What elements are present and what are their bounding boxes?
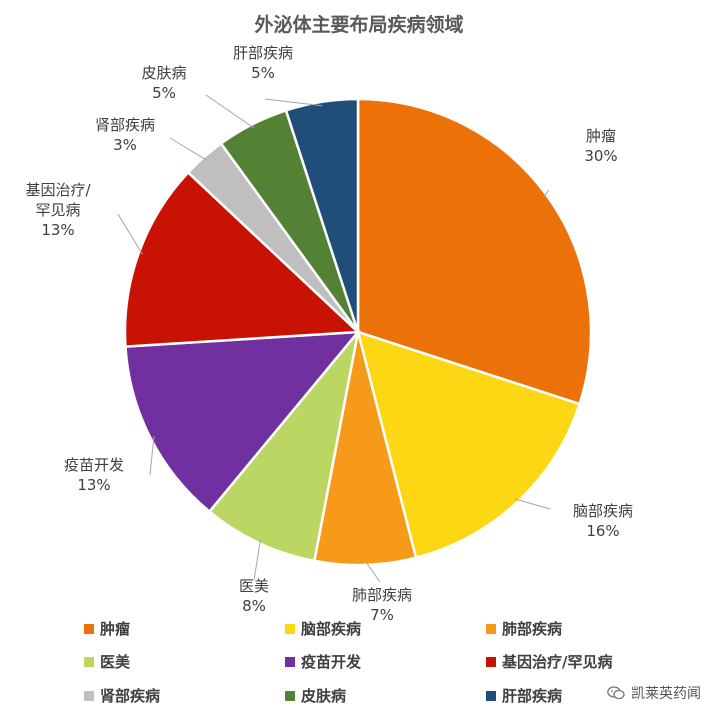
pie-slice (356, 97, 593, 406)
data-label-value: 5% (152, 84, 176, 102)
legend-swatch (285, 657, 295, 667)
legend-swatch (84, 691, 94, 701)
data-label-value: 8% (242, 597, 266, 615)
wechat-icon (607, 686, 625, 700)
legend-swatch (285, 624, 295, 634)
data-label-category: 基因治疗/ (25, 181, 91, 199)
leader-line (149, 435, 155, 476)
pie-slice (284, 97, 360, 333)
legend-label: 肾部疾病 (100, 687, 160, 705)
pie-slice (356, 330, 582, 560)
leader-line (169, 137, 207, 161)
legend-label: 肝部疾病 (502, 687, 562, 705)
data-label-category: 疫苗开发 (64, 456, 124, 474)
data-label-value: 13% (77, 476, 110, 494)
data-label-category: 肾部疾病 (95, 116, 155, 134)
legend-swatch (285, 691, 295, 701)
data-label-category: 肿瘤 (586, 127, 616, 145)
data-label-category: 肝部疾病 (233, 44, 293, 62)
data-label-category: 脑部疾病 (573, 502, 633, 520)
legend-label: 皮肤病 (301, 687, 346, 705)
pie-slice (207, 331, 360, 563)
leader-line (364, 560, 381, 583)
legend-label: 肺部疾病 (502, 620, 562, 638)
data-labels: 肿瘤 30% 脑部疾病 16% 肺部疾病 7% 医美 8% 疫苗开发 13% 基因治疗/罕见病 13%… (25, 44, 633, 624)
legend-label: 脑部疾病 (301, 620, 361, 638)
watermark-text: 凯莱英药闻 (631, 686, 701, 702)
data-label-value: 3% (113, 136, 137, 154)
pie-slice (123, 170, 361, 348)
leader-line (117, 213, 143, 255)
pie-slices (123, 97, 593, 567)
data-label-value: 7% (370, 606, 394, 624)
legend-swatch (84, 624, 94, 634)
leader-line (205, 94, 255, 129)
data-label-category: 皮肤病 (141, 64, 186, 82)
watermark: 凯莱英药闻 (607, 683, 701, 703)
pie-slice (312, 331, 418, 567)
pie-slice (124, 330, 361, 514)
data-label-category: 罕见病 (35, 201, 80, 219)
legend-swatch (84, 657, 94, 667)
data-label-value: 16% (586, 522, 619, 540)
legend-swatch (486, 691, 496, 701)
legend-label: 疫苗开发 (301, 653, 362, 671)
leader-line (253, 539, 261, 581)
data-label-value: 5% (251, 64, 275, 82)
leader-line (542, 189, 550, 198)
data-label-category: 医美 (239, 577, 269, 595)
leader-line (264, 98, 323, 107)
data-label-category: 肺部疾病 (352, 586, 412, 604)
legend-swatch (486, 624, 496, 634)
legend-label: 医美 (100, 653, 131, 671)
data-label-value: 13% (41, 221, 74, 239)
leader-line (514, 498, 551, 510)
legend-swatch (486, 657, 496, 667)
legend-label: 肿瘤 (100, 620, 130, 638)
legend-label: 基因治疗/罕见病 (501, 653, 612, 671)
data-label-value: 30% (584, 147, 617, 165)
chart-title: 外泌体主要布局疾病领域 (254, 13, 463, 36)
leader-lines (117, 94, 551, 583)
